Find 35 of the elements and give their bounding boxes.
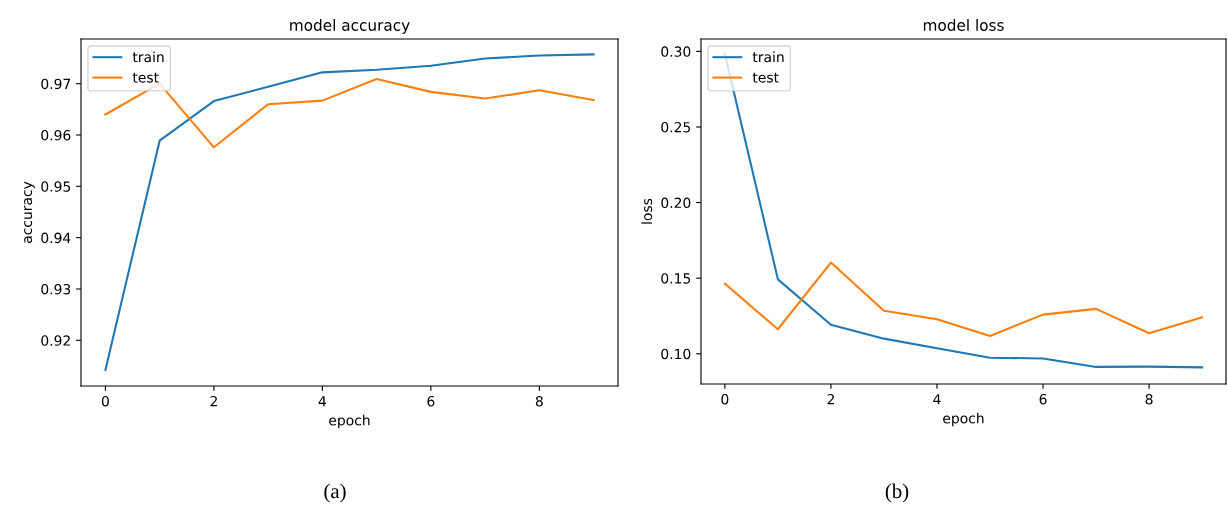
text: (b) (885, 483, 909, 503)
line-series (723, 261, 1204, 337)
y-tick-label: 0.92 (41, 335, 70, 346)
x-tick-label: 0 (101, 395, 109, 407)
x-tick-label: 2 (210, 395, 217, 407)
x-axis-title: epoch (329, 414, 370, 429)
y-axis-title: accuracy (24, 181, 35, 243)
y-tick-label: 0.93 (41, 283, 71, 295)
x-tick-label: 8 (535, 395, 543, 407)
y-tick-label: 0.96 (41, 129, 71, 141)
line-series (104, 53, 595, 372)
y-tick-label: 0.15 (661, 273, 691, 284)
x-tick-label: 0 (721, 393, 729, 405)
x-tick-label: 4 (318, 396, 327, 407)
x-tick-label: 6 (1039, 393, 1047, 405)
x-tick-label: 8 (1145, 393, 1153, 405)
y-tick-label: 0.30 (661, 46, 691, 57)
chart-title: model accuracy (290, 19, 410, 34)
y-tick-label: 0.10 (661, 348, 691, 360)
y-tick-label: 0.97 (41, 78, 71, 90)
x-tick-label: 4 (933, 394, 941, 405)
legend-label: train (132, 51, 164, 63)
legend-label: train (752, 51, 784, 63)
y-axis-title: loss (641, 198, 653, 224)
y-tick-label: 0.94 (41, 232, 71, 244)
x-tick-label: 2 (827, 393, 834, 405)
legend-label: test (752, 72, 779, 83)
y-tick-label: 0.25 (661, 121, 691, 133)
x-axis-title: epoch (943, 412, 984, 427)
text: (a) (324, 483, 346, 503)
chart-title: model loss (923, 19, 1004, 31)
legend-label: test (132, 72, 159, 83)
x-tick-label: 6 (427, 395, 435, 407)
y-tick-label: 0.20 (661, 197, 691, 209)
y-tick-label: 0.95 (41, 181, 71, 192)
